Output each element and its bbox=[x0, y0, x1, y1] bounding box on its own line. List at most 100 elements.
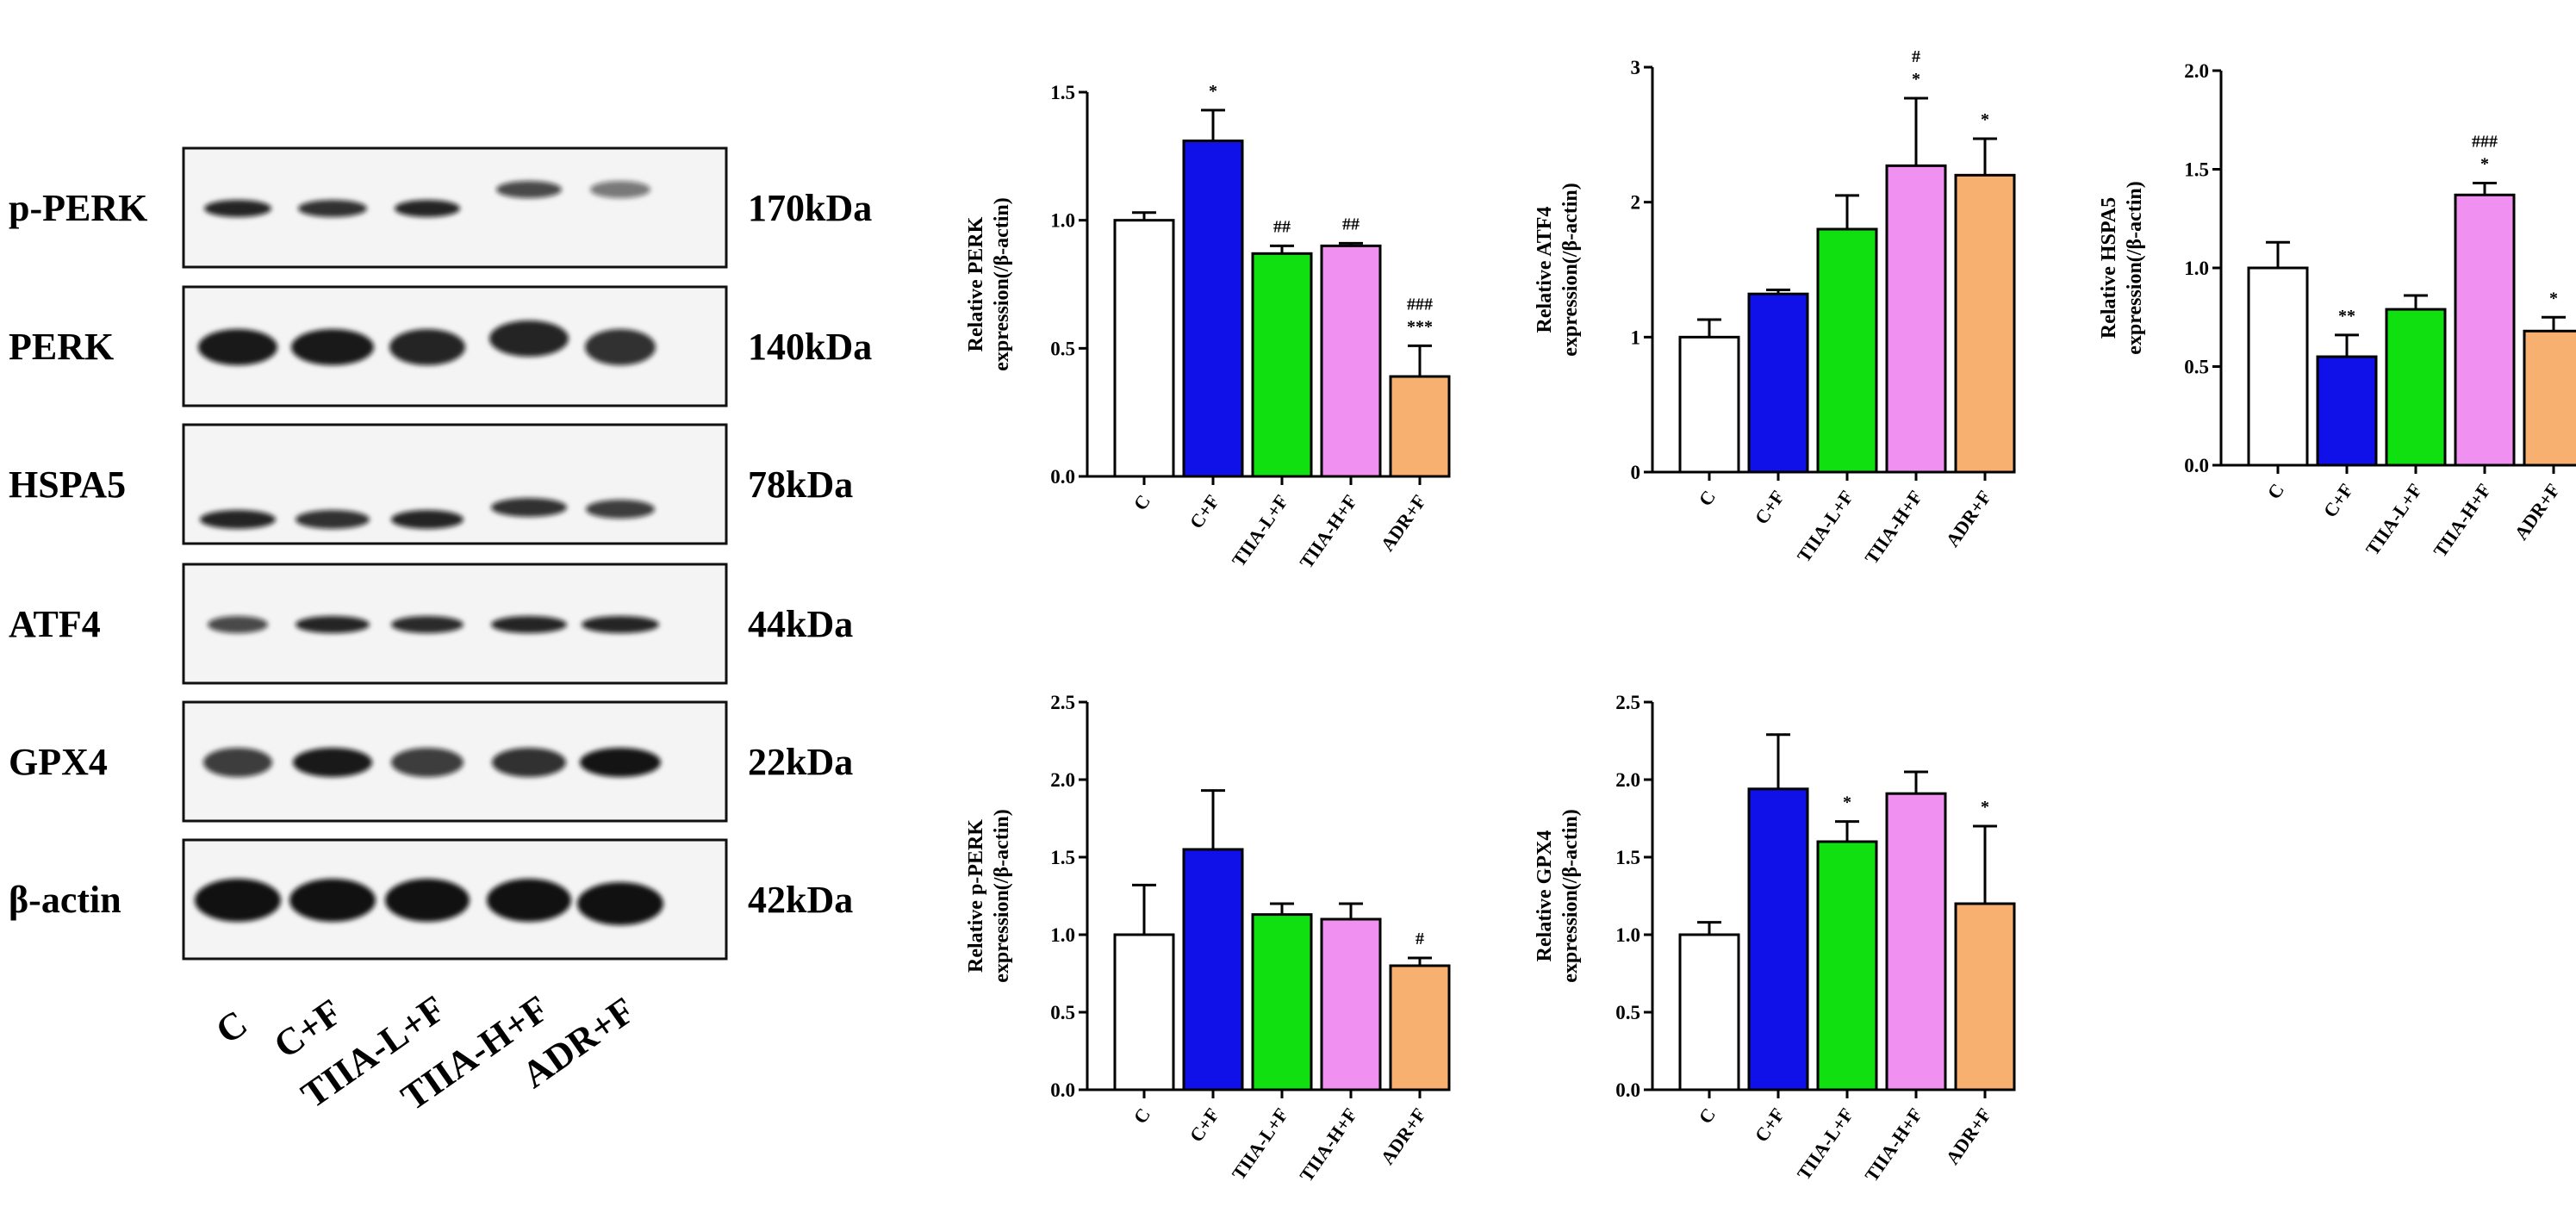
x-tick-label: TIIA-H+F bbox=[1295, 491, 1361, 573]
y-tick-label: 2.0 bbox=[1050, 769, 1075, 791]
blot-row-gpx4: GPX4 22kDa bbox=[9, 700, 853, 823]
blot-band bbox=[293, 748, 372, 777]
chart-atf4: 0 1 2 3 Relative ATF4 expression(/β-actin) C C+… bbox=[1534, 47, 2016, 568]
y-tick-label: 0.5 bbox=[2184, 357, 2209, 378]
x-tick-label: TIIA-L+F bbox=[2361, 480, 2426, 560]
x-tick-label: TIIA-L+F bbox=[1228, 491, 1292, 571]
blot-band bbox=[590, 181, 650, 198]
kda-label: 44kDa bbox=[748, 603, 853, 645]
x-tick-label: C+F bbox=[1751, 1104, 1789, 1147]
blot-band bbox=[492, 748, 566, 777]
significance-mark: * bbox=[1843, 793, 1851, 812]
y-tick-label: 2.5 bbox=[1615, 692, 1640, 713]
significance-mark: ### bbox=[2472, 133, 2498, 152]
bar-adr-f bbox=[1389, 375, 1451, 478]
significance-mark: # bbox=[1912, 47, 1920, 66]
y-axis-label-line: expression(/β-actin) bbox=[991, 809, 1013, 983]
y-tick-label: 1.5 bbox=[1050, 82, 1075, 103]
blot-band bbox=[296, 616, 370, 633]
x-tick-label: TIIA-H+F bbox=[2429, 480, 2495, 562]
protein-label: GPX4 bbox=[9, 741, 108, 783]
y-tick-label: 1.0 bbox=[1615, 924, 1640, 946]
y-tick-label: 0.0 bbox=[1050, 1079, 1075, 1101]
significance-mark: ### bbox=[1407, 295, 1433, 314]
protein-label: β-actin bbox=[9, 879, 121, 921]
blot-row-p-perk: p-PERK 170kDa bbox=[9, 146, 872, 269]
kda-label: 22kDa bbox=[748, 741, 853, 783]
significance-mark: # bbox=[1416, 930, 1424, 948]
x-tick-label: TIIA-L+F bbox=[1793, 1104, 1857, 1185]
bar-charts: 0.0 0.5 1.0 1.5 Relative PERK expression(/β-a… bbox=[965, 47, 2576, 1185]
bar-c bbox=[1113, 219, 1175, 478]
bar-c-f bbox=[1747, 787, 1809, 1091]
bar-adr-f bbox=[1389, 964, 1451, 1091]
blot-band bbox=[496, 181, 562, 198]
blot-band bbox=[291, 329, 374, 365]
blot-band bbox=[296, 510, 370, 529]
bar-tiia-l-f bbox=[2385, 308, 2447, 467]
bar-tiia-h-f bbox=[1885, 164, 1947, 474]
x-tick-label: C bbox=[1695, 487, 1720, 510]
y-axis-label: Relative ATF4 expression(/β-actin) bbox=[1534, 183, 1582, 357]
x-tick-label: C bbox=[2263, 480, 2289, 503]
y-axis-label-line: expression(/β-actin) bbox=[1559, 809, 1582, 983]
significance-mark: ** bbox=[2338, 307, 2355, 326]
blot-band bbox=[200, 510, 276, 529]
bar-tiia-h-f bbox=[2454, 193, 2516, 467]
blot-band bbox=[491, 498, 567, 517]
y-tick-label: 2.0 bbox=[2184, 60, 2209, 82]
x-tick-label: TIIA-H+F bbox=[1860, 1104, 1926, 1186]
bar-tiia-l-f bbox=[1251, 252, 1313, 478]
bar-tiia-l-f bbox=[1251, 913, 1313, 1091]
y-tick-label: 1.0 bbox=[1050, 924, 1075, 946]
blot-band bbox=[198, 329, 277, 365]
x-tick-label: ADR+F bbox=[1941, 487, 1995, 551]
x-tick-label: TIIA-L+F bbox=[1228, 1104, 1292, 1185]
y-axis-label: Relative PERK expression(/β-actin) bbox=[965, 197, 1013, 371]
bar-c-f bbox=[1182, 848, 1244, 1091]
x-tick-label: C+F bbox=[1185, 1104, 1223, 1147]
kda-label: 78kDa bbox=[748, 463, 853, 506]
protein-label: ATF4 bbox=[9, 603, 101, 645]
significance-mark: * bbox=[2480, 155, 2489, 174]
protein-label: p-PERK bbox=[9, 187, 147, 229]
y-tick-label: 1.5 bbox=[2184, 159, 2209, 181]
chart-perk: 0.0 0.5 1.0 1.5 Relative PERK expression(/β-a… bbox=[965, 82, 1451, 573]
blot-band bbox=[385, 879, 470, 922]
y-tick-label: 2.0 bbox=[1615, 769, 1640, 791]
x-tick-label: ADR+F bbox=[1376, 1104, 1430, 1169]
x-tick-label: ADR+F bbox=[1941, 1104, 1995, 1169]
blot-band bbox=[204, 200, 271, 217]
y-tick-label: 1.5 bbox=[1615, 847, 1640, 868]
y-axis-label: Relative HSPA5 expression(/β-actin) bbox=[2098, 181, 2146, 355]
x-tick-label: C+F bbox=[1185, 491, 1223, 533]
bar-adr-f bbox=[2523, 329, 2576, 467]
blot-row--actin: β-actin 42kDa bbox=[9, 838, 853, 961]
blot-band bbox=[487, 879, 571, 922]
y-axis-label: Relative GPX4 expression(/β-actin) bbox=[1534, 809, 1582, 983]
bar-tiia-h-f bbox=[1885, 792, 1947, 1091]
chart-gpx4: 0.0 0.5 1.0 1.5 2.0 2.5 Relative GPX4 expressio… bbox=[1534, 692, 2016, 1186]
x-tick-label: ADR+F bbox=[1376, 491, 1430, 556]
chart-p-perk: 0.0 0.5 1.0 1.5 2.0 2.5 Relative p-PERK express… bbox=[965, 692, 1451, 1186]
significance-mark: *** bbox=[1407, 317, 1433, 336]
kda-label: 170kDa bbox=[748, 187, 872, 229]
x-tick-label: C+F bbox=[2319, 480, 2357, 522]
x-tick-label: C bbox=[1129, 491, 1155, 514]
y-axis-label-line: Relative p-PERK bbox=[965, 819, 987, 973]
y-tick-label: 1.0 bbox=[2184, 258, 2209, 279]
y-tick-label: 1.5 bbox=[1050, 847, 1075, 868]
y-tick-label: 0.5 bbox=[1050, 1002, 1075, 1023]
y-axis-label-line: expression(/β-actin) bbox=[2124, 181, 2146, 355]
bar-tiia-h-f bbox=[1320, 244, 1382, 478]
bar-c-f bbox=[1747, 292, 1809, 474]
significance-mark: * bbox=[1981, 798, 1989, 817]
blot-band bbox=[585, 329, 656, 365]
bar-c bbox=[1678, 335, 1740, 474]
blot-band bbox=[586, 500, 655, 519]
x-tick-label: TIIA-H+F bbox=[1295, 1104, 1361, 1186]
y-tick-label: 2 bbox=[1631, 192, 1641, 214]
significance-mark: ## bbox=[1342, 215, 1360, 233]
blot-band bbox=[395, 200, 460, 217]
bar-adr-f bbox=[1954, 173, 2016, 474]
